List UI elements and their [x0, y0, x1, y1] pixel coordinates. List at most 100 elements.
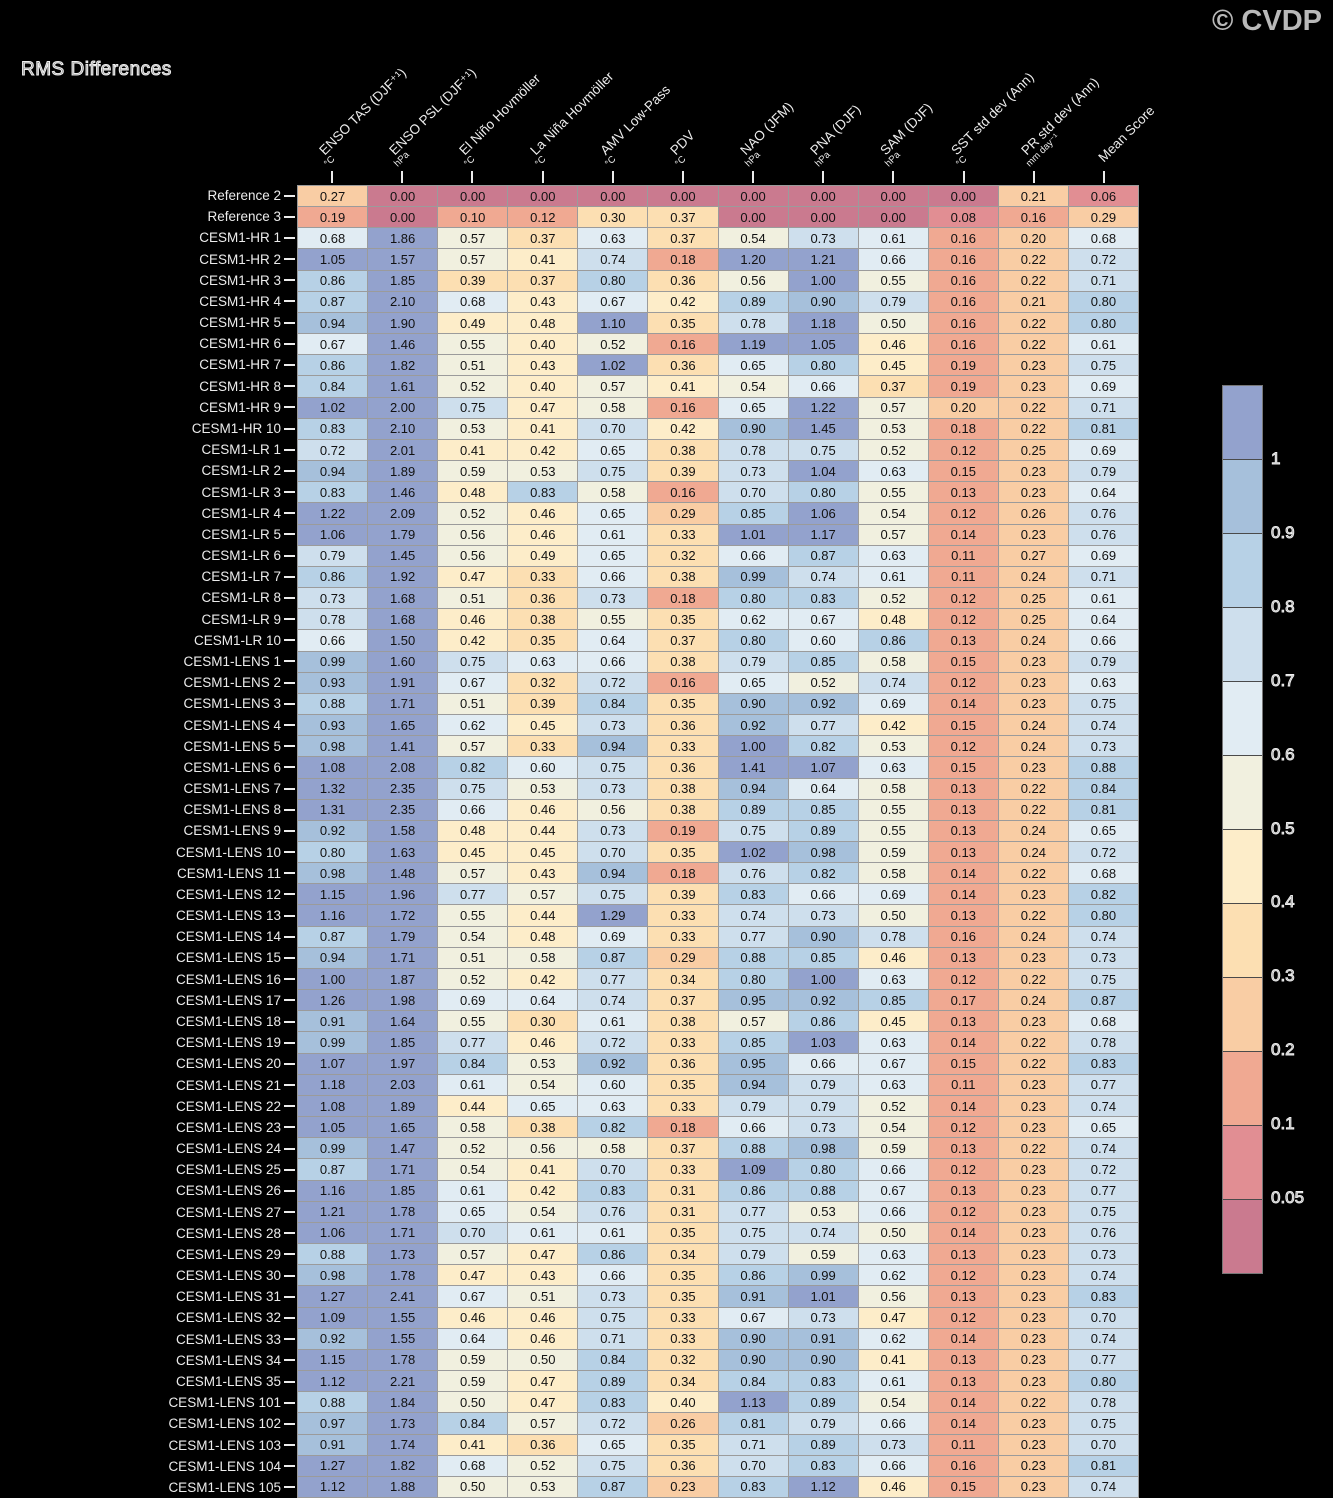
heatmap-cell: 0.15	[928, 1053, 998, 1074]
heatmap-cell: 0.51	[438, 588, 508, 609]
row-axis-tick	[284, 618, 295, 621]
heatmap-cell: 0.13	[928, 1180, 998, 1201]
heatmap-cell: 0.79	[788, 1074, 858, 1095]
heatmap-cell: 1.79	[368, 926, 438, 947]
heatmap-cell: 0.74	[858, 672, 928, 693]
heatmap-cell: 0.66	[718, 545, 788, 566]
heatmap-cell: 0.54	[718, 376, 788, 397]
heatmap-cell: 0.40	[648, 1392, 718, 1413]
heatmap-cell: 1.18	[788, 312, 858, 334]
heatmap-cell: 0.79	[1068, 651, 1138, 672]
heatmap-cell: 0.76	[1068, 503, 1138, 524]
heatmap-cell: 0.57	[438, 736, 508, 757]
column-axis-tick	[822, 171, 825, 183]
row-label: CESM1-LR 3	[201, 484, 281, 500]
heatmap-cell: 0.51	[508, 1286, 578, 1307]
heatmap-cell: 0.82	[578, 1117, 648, 1138]
heatmap-cell: 0.79	[718, 651, 788, 672]
column-axis-tick	[541, 171, 544, 183]
heatmap-cell: 0.86	[718, 1265, 788, 1286]
heatmap-cell: 0.32	[648, 545, 718, 566]
heatmap-cell: 0.41	[648, 376, 718, 397]
heatmap-cell: 0.22	[998, 249, 1068, 270]
heatmap-cell: 0.33	[648, 1159, 718, 1180]
heatmap-cell: 0.52	[438, 376, 508, 397]
heatmap-cell: 1.00	[788, 968, 858, 990]
row-label: CESM1-HR 6	[199, 336, 281, 352]
heatmap-cell: 0.13	[928, 799, 998, 820]
heatmap-cell: 0.70	[578, 418, 648, 439]
colorbar-segment	[1223, 1199, 1262, 1273]
row-axis-tick	[284, 1253, 295, 1256]
heatmap-cell: 0.71	[1068, 566, 1138, 588]
heatmap-cell: 0.41	[438, 1434, 508, 1455]
heatmap-cell: 0.22	[998, 1392, 1068, 1413]
heatmap-cell: 0.60	[508, 757, 578, 778]
heatmap-cell: 0.13	[928, 1286, 998, 1307]
heatmap-cell: 0.38	[648, 566, 718, 588]
heatmap-cell: 0.58	[578, 482, 648, 503]
heatmap-cell: 0.37	[508, 228, 578, 249]
heatmap-cell: 0.15	[928, 461, 998, 482]
heatmap-cell: 0.11	[928, 1434, 998, 1455]
heatmap-cell: 0.89	[788, 1392, 858, 1413]
heatmap-cell: 0.46	[438, 609, 508, 630]
heatmap-cell: 0.22	[998, 1053, 1068, 1074]
heatmap-cell: 0.59	[438, 1371, 508, 1392]
heatmap-cell: 1.78	[368, 1201, 438, 1222]
heatmap-cell: 1.47	[368, 1138, 438, 1159]
heatmap-cell: 0.87	[298, 926, 368, 947]
heatmap-cell: 1.58	[368, 820, 438, 841]
heatmap-cell: 0.23	[998, 1349, 1068, 1371]
heatmap-cell: 1.07	[298, 1053, 368, 1074]
heatmap-cell: 0.55	[858, 270, 928, 291]
heatmap-cell: 0.16	[648, 397, 718, 418]
row-axis-tick	[284, 427, 295, 430]
heatmap-cell: 0.99	[298, 1032, 368, 1053]
row-label: CESM1-LENS 18	[175, 1013, 281, 1029]
heatmap-cell: 0.10	[438, 207, 508, 228]
heatmap-cell: 0.93	[298, 672, 368, 693]
heatmap-cell: 0.78	[718, 312, 788, 334]
heatmap-cell: 0.33	[508, 736, 578, 757]
heatmap-cell: 0.93	[298, 715, 368, 736]
heatmap-cell: 0.55	[858, 482, 928, 503]
heatmap-cell: 0.66	[858, 1413, 928, 1434]
heatmap-cell: 1.45	[368, 545, 438, 566]
heatmap-cell: 0.76	[1068, 524, 1138, 545]
heatmap-grid: 0.27 0.00 0.00 0.00 0.00 0.00 0.00 0.00 0.00 0.00…	[297, 185, 1139, 1498]
heatmap-cell: 0.46	[858, 1476, 928, 1497]
heatmap-cell: 0.83	[788, 588, 858, 609]
heatmap-cell: 0.36	[648, 1455, 718, 1476]
heatmap-cell: 0.63	[858, 1244, 928, 1265]
heatmap-cell: 0.87	[298, 1159, 368, 1180]
heatmap-cell: 0.44	[508, 820, 578, 841]
heatmap-cell: 0.77	[718, 1201, 788, 1222]
heatmap-cell: 2.08	[368, 757, 438, 778]
row-axis-tick	[284, 194, 295, 197]
heatmap-cell: 0.83	[1068, 1053, 1138, 1074]
heatmap-cell: 1.41	[718, 757, 788, 778]
row-axis-tick	[284, 448, 295, 451]
heatmap-cell: 1.21	[298, 1201, 368, 1222]
heatmap-cell: 0.56	[438, 545, 508, 566]
heatmap-cell: 0.14	[928, 1095, 998, 1117]
heatmap-cell: 1.15	[298, 884, 368, 905]
heatmap-cell: 0.42	[508, 439, 578, 461]
heatmap-cell: 0.53	[858, 418, 928, 439]
heatmap-cell: 0.74	[718, 905, 788, 926]
row-label: CESM1-LR 4	[201, 505, 281, 521]
heatmap-cell: 0.60	[788, 630, 858, 651]
cvdp-watermark: © CVDP	[1212, 5, 1322, 37]
heatmap-cell: 0.42	[508, 968, 578, 990]
heatmap-cell: 0.97	[298, 1413, 368, 1434]
heatmap-cell: 0.67	[438, 672, 508, 693]
heatmap-cell: 0.81	[718, 1413, 788, 1434]
heatmap-cell: 0.13	[928, 820, 998, 841]
heatmap-cell: 1.19	[718, 334, 788, 355]
heatmap-cell: 0.63	[508, 651, 578, 672]
heatmap-cell: 0.16	[928, 1455, 998, 1476]
heatmap-cell: 0.23	[998, 693, 1068, 715]
colorbar-tick-label: 0.1	[1271, 1114, 1296, 1134]
